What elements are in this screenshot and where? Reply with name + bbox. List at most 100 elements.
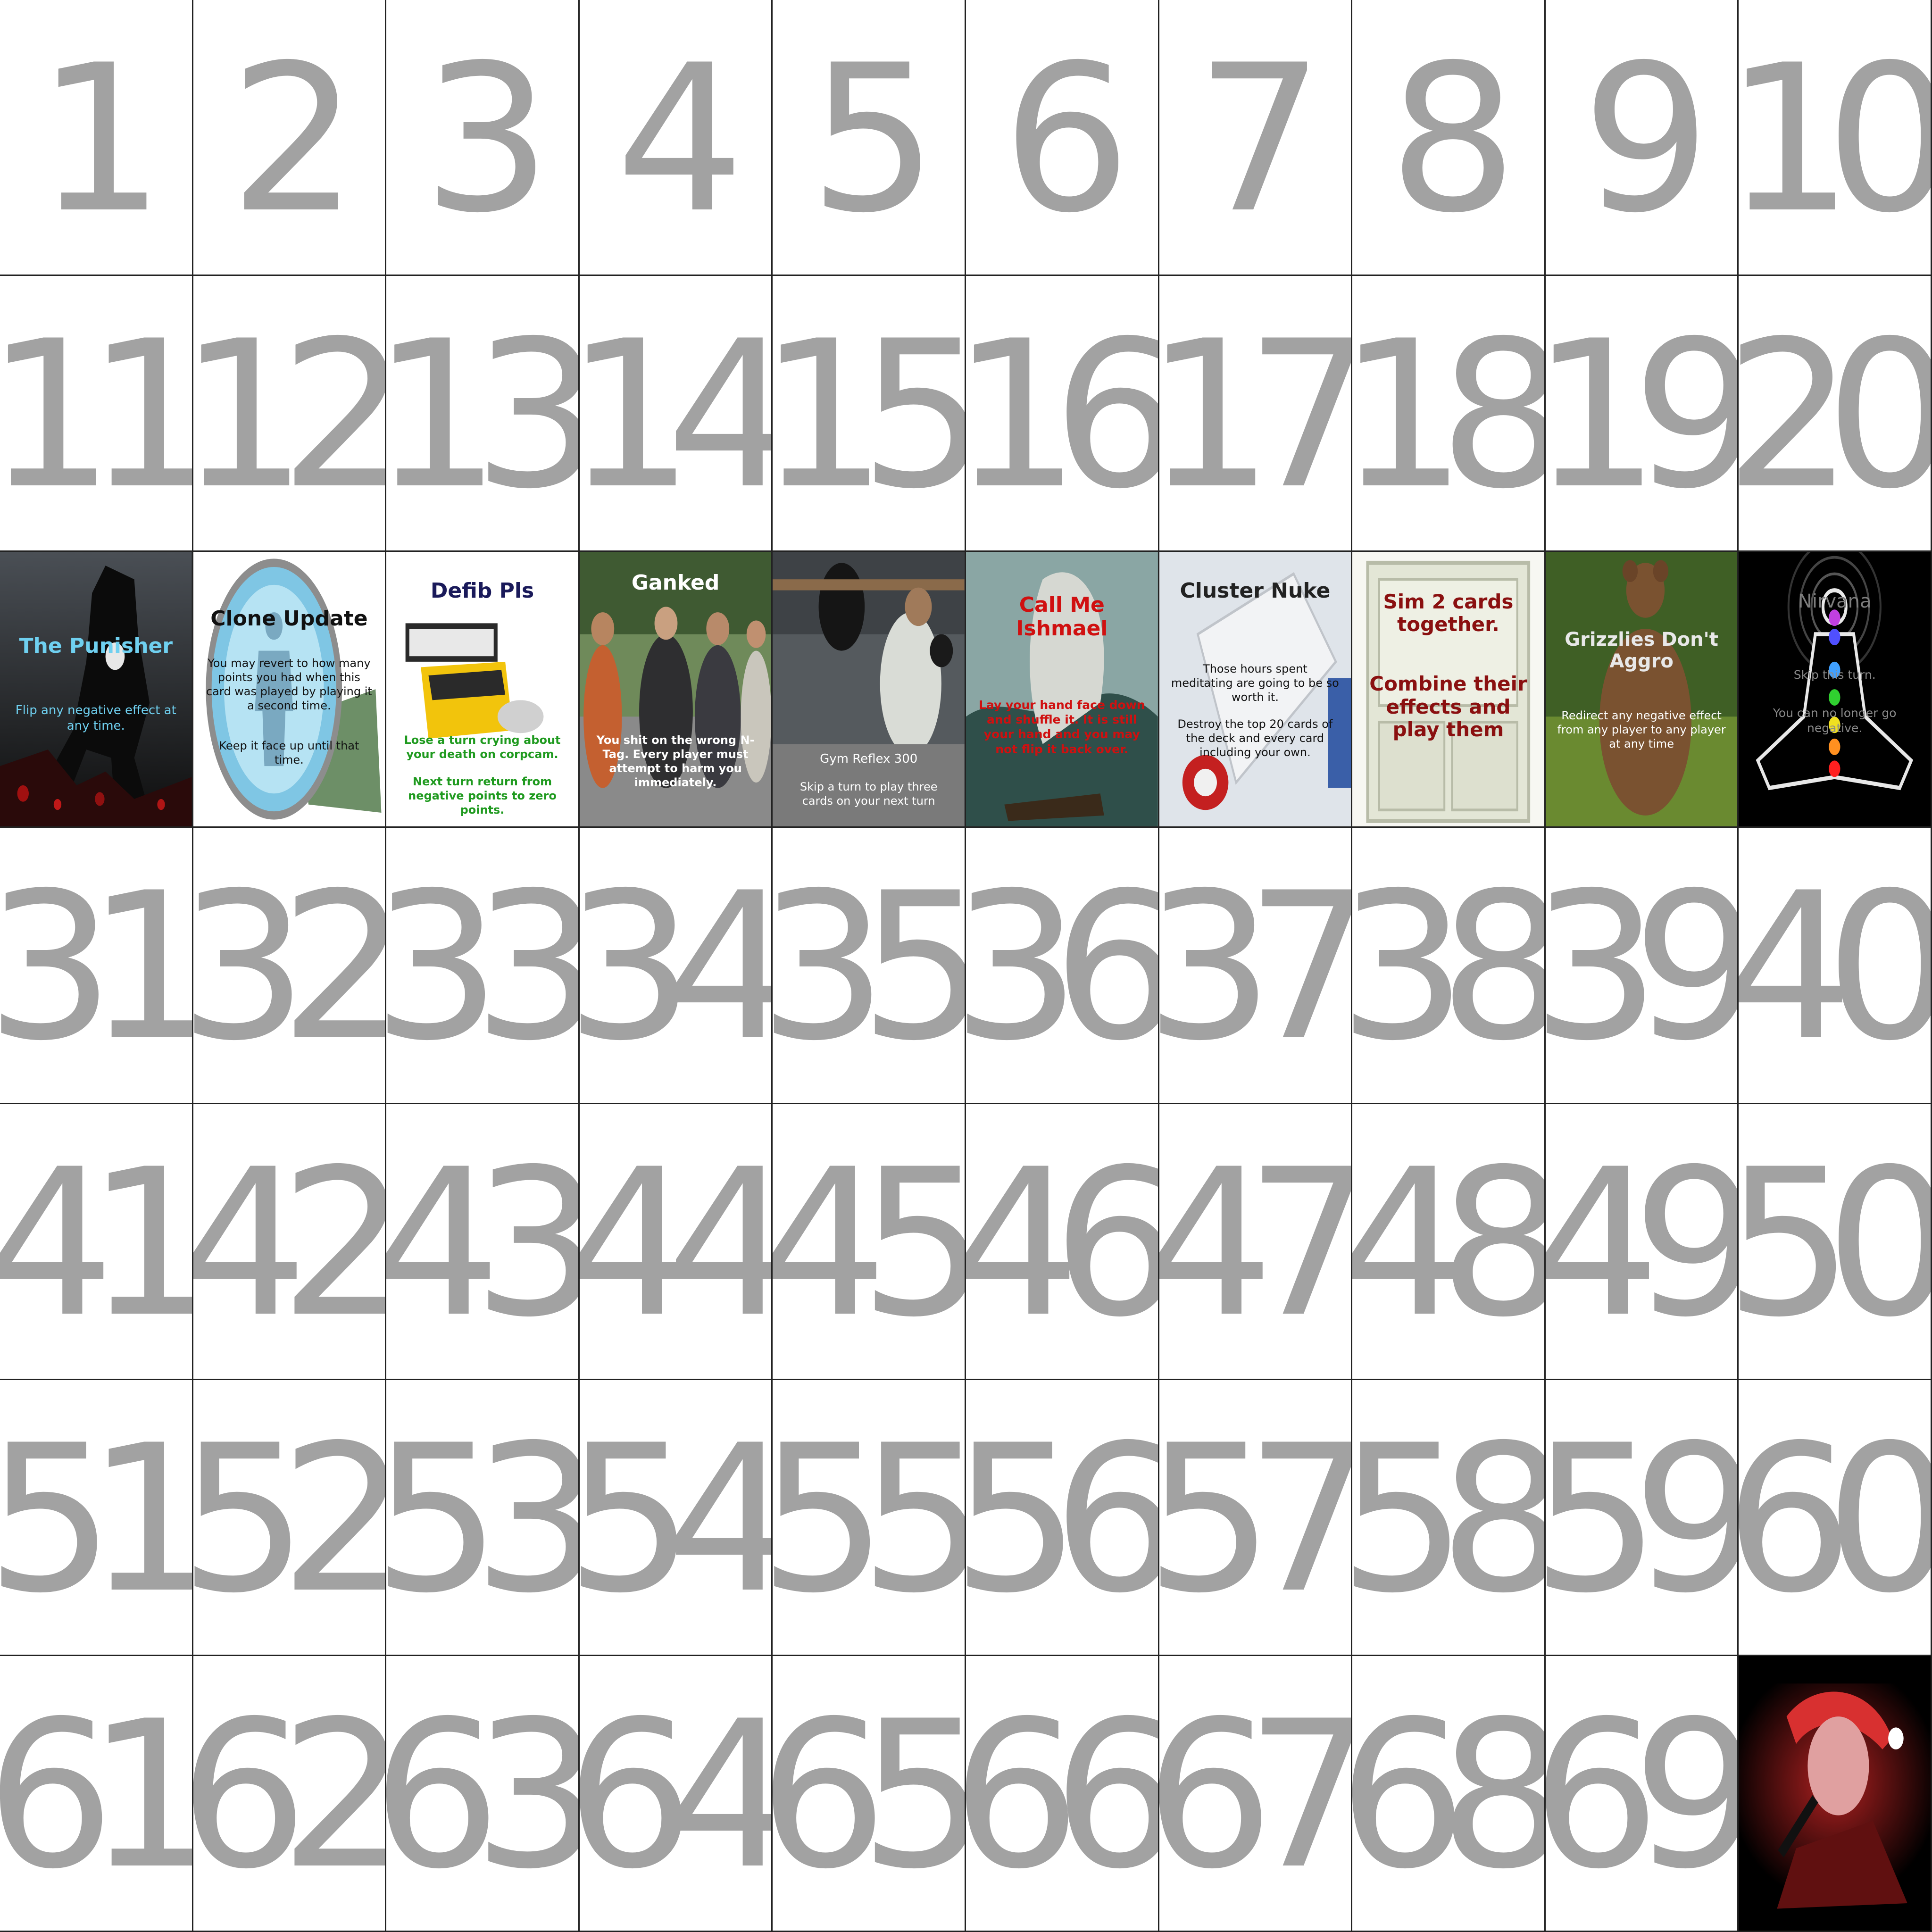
number-cell: 18 bbox=[1352, 276, 1546, 552]
card-title: Call Me Ishmael bbox=[1016, 592, 1108, 641]
number-cell: 59 bbox=[1545, 1380, 1739, 1656]
number-cell: 43 bbox=[386, 1104, 580, 1380]
card-text-secondary: Keep it face up until that time. bbox=[219, 739, 359, 767]
bear-art bbox=[1545, 552, 1738, 827]
card-title: Gym Reflex 300 bbox=[820, 752, 918, 766]
number-cell: 53 bbox=[386, 1380, 580, 1656]
cell-number: 11 bbox=[0, 298, 192, 534]
number-cell: 58 bbox=[1352, 1380, 1546, 1656]
cell-number: 60 bbox=[1739, 1401, 1931, 1638]
punisher-art bbox=[0, 552, 192, 827]
card-text: Skip a turn to play three cards on your … bbox=[799, 780, 938, 808]
cell-number: 33 bbox=[386, 849, 578, 1086]
card-text: Lay your hand face down and shuffle it. … bbox=[979, 698, 1145, 756]
card-title: Clone Update bbox=[210, 606, 368, 631]
cell-number: 56 bbox=[966, 1401, 1158, 1638]
number-cell: 48 bbox=[1352, 1104, 1546, 1380]
number-cell: 4 bbox=[579, 0, 773, 276]
card-text: Those hours spent meditating are going t… bbox=[1171, 662, 1339, 704]
cell-number: 44 bbox=[579, 1125, 772, 1362]
card-title: Ganked bbox=[631, 571, 720, 595]
cell-number: 6 bbox=[1002, 22, 1131, 258]
cell-number: 63 bbox=[386, 1677, 578, 1914]
cell-number: 41 bbox=[0, 1125, 192, 1362]
number-cell: 39 bbox=[1545, 828, 1739, 1104]
number-cell: 12 bbox=[193, 276, 387, 552]
cell-number: 53 bbox=[386, 1401, 578, 1638]
cell-number: 4 bbox=[616, 22, 744, 258]
cell-number: 32 bbox=[193, 849, 385, 1086]
number-cell: 19 bbox=[1545, 276, 1739, 552]
cell-number: 37 bbox=[1159, 849, 1351, 1086]
cell-number: 3 bbox=[422, 22, 551, 258]
card-text: You may revert to how many points you ha… bbox=[206, 657, 372, 713]
card-nirvana[interactable]: Nirvana Skip this turn. You can no longe… bbox=[1739, 552, 1932, 828]
cell-number: 18 bbox=[1352, 298, 1544, 534]
number-cell: 14 bbox=[579, 276, 773, 552]
card-text-secondary: You can no longer go negative. bbox=[1773, 706, 1897, 735]
cell-number: 57 bbox=[1159, 1401, 1351, 1638]
number-cell: 3 bbox=[386, 0, 580, 276]
card-grizzlies-dont-aggro[interactable]: Grizzlies Don't Aggro Redirect any negat… bbox=[1545, 552, 1739, 828]
number-cell: 34 bbox=[579, 828, 773, 1104]
cell-number: 58 bbox=[1352, 1401, 1544, 1638]
cell-number: 35 bbox=[773, 849, 965, 1086]
number-cell: 67 bbox=[1159, 1656, 1353, 1932]
card-text: Skip this turn. bbox=[1793, 667, 1876, 682]
number-cell: 51 bbox=[0, 1380, 193, 1656]
ganked-art bbox=[579, 552, 772, 827]
cell-number: 48 bbox=[1352, 1125, 1544, 1362]
number-cell: 17 bbox=[1159, 276, 1353, 552]
number-cell: 62 bbox=[193, 1656, 387, 1932]
card-sim-2-cards[interactable]: Sim 2 cards together. Combine their effe… bbox=[1352, 552, 1546, 828]
number-cell: 15 bbox=[773, 276, 966, 552]
cell-number: 1 bbox=[36, 22, 165, 258]
card-call-me-ishmael[interactable]: Call Me Ishmael Lay your hand face down … bbox=[966, 552, 1159, 828]
number-cell: 47 bbox=[1159, 1104, 1353, 1380]
number-cell: 45 bbox=[773, 1104, 966, 1380]
card-gym-reflex-300[interactable]: Gym Reflex 300 Skip a turn to play three… bbox=[773, 552, 966, 828]
number-cell: 36 bbox=[966, 828, 1159, 1104]
card-clone-update[interactable]: Clone Update You may revert to how many … bbox=[193, 552, 387, 828]
card-ganked[interactable]: Ganked You shit on the wrong N-Tag. Ever… bbox=[579, 552, 773, 828]
number-cell: 16 bbox=[966, 276, 1159, 552]
number-cell: 57 bbox=[1159, 1380, 1353, 1656]
number-cell: 69 bbox=[1545, 1656, 1739, 1932]
card-cluster-nuke[interactable]: Cluster Nuke Those hours spent meditatin… bbox=[1159, 552, 1353, 828]
cell-number: 52 bbox=[193, 1401, 385, 1638]
number-cell: 46 bbox=[966, 1104, 1159, 1380]
number-cell: 6 bbox=[966, 0, 1159, 276]
number-cell: 65 bbox=[773, 1656, 966, 1932]
defibrillator-art bbox=[405, 623, 544, 739]
cell-number: 39 bbox=[1545, 849, 1738, 1086]
nuke-art bbox=[1159, 552, 1351, 827]
speed-bag-art bbox=[773, 552, 965, 827]
cell-number: 64 bbox=[579, 1677, 772, 1914]
card-the-punisher[interactable]: The Punisher Flip any negative effect at… bbox=[0, 552, 193, 828]
cell-number: 13 bbox=[386, 298, 578, 534]
cell-number: 7 bbox=[1195, 22, 1324, 258]
number-cell: 61 bbox=[0, 1656, 193, 1932]
number-cell: 5 bbox=[773, 0, 966, 276]
card-defib-pls[interactable]: Defib Pls Lose a turn crying about your … bbox=[386, 552, 580, 828]
cell-number: 55 bbox=[773, 1401, 965, 1638]
cell-number: 42 bbox=[193, 1125, 385, 1362]
number-cell: 9 bbox=[1545, 0, 1739, 276]
number-cell: 2 bbox=[193, 0, 387, 276]
card-title: Sim 2 cards together. bbox=[1383, 590, 1514, 636]
cell-number: 38 bbox=[1352, 849, 1544, 1086]
number-cell: 7 bbox=[1159, 0, 1353, 276]
number-cell: 8 bbox=[1352, 0, 1546, 276]
number-cell: 13 bbox=[386, 276, 580, 552]
number-cell: 31 bbox=[0, 828, 193, 1104]
number-cell: 44 bbox=[579, 1104, 773, 1380]
cell-number: 69 bbox=[1545, 1677, 1738, 1914]
card-back-singer[interactable] bbox=[1739, 1656, 1932, 1932]
clone-pod-art bbox=[206, 558, 382, 820]
card-title: Defib Pls bbox=[430, 579, 534, 603]
number-cell: 56 bbox=[966, 1380, 1159, 1656]
cell-number: 20 bbox=[1739, 298, 1931, 534]
cell-number: 2 bbox=[229, 22, 358, 258]
number-cell: 20 bbox=[1739, 276, 1932, 552]
card-title: The Punisher bbox=[19, 633, 173, 658]
